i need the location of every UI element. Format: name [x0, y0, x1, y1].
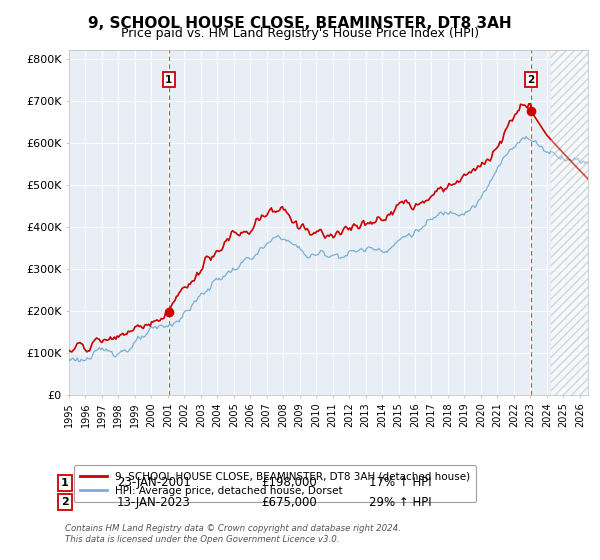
Text: 23-JAN-2001: 23-JAN-2001 — [117, 476, 191, 489]
Text: 1: 1 — [165, 75, 172, 85]
Text: 2: 2 — [61, 497, 68, 507]
Legend: 9, SCHOOL HOUSE CLOSE, BEAMINSTER, DT8 3AH (detached house), HPI: Average price,: 9, SCHOOL HOUSE CLOSE, BEAMINSTER, DT8 3… — [74, 465, 476, 502]
Text: Price paid vs. HM Land Registry's House Price Index (HPI): Price paid vs. HM Land Registry's House … — [121, 27, 479, 40]
Text: 17% ↑ HPI: 17% ↑ HPI — [369, 476, 431, 489]
Text: 9, SCHOOL HOUSE CLOSE, BEAMINSTER, DT8 3AH: 9, SCHOOL HOUSE CLOSE, BEAMINSTER, DT8 3… — [88, 16, 512, 31]
Text: 1: 1 — [61, 478, 68, 488]
Text: £198,000: £198,000 — [261, 476, 317, 489]
Text: £675,000: £675,000 — [261, 496, 317, 509]
Text: 2: 2 — [527, 75, 535, 85]
Text: 29% ↑ HPI: 29% ↑ HPI — [369, 496, 431, 509]
Text: Contains HM Land Registry data © Crown copyright and database right 2024.
This d: Contains HM Land Registry data © Crown c… — [65, 524, 401, 544]
Text: 13-JAN-2023: 13-JAN-2023 — [117, 496, 191, 509]
